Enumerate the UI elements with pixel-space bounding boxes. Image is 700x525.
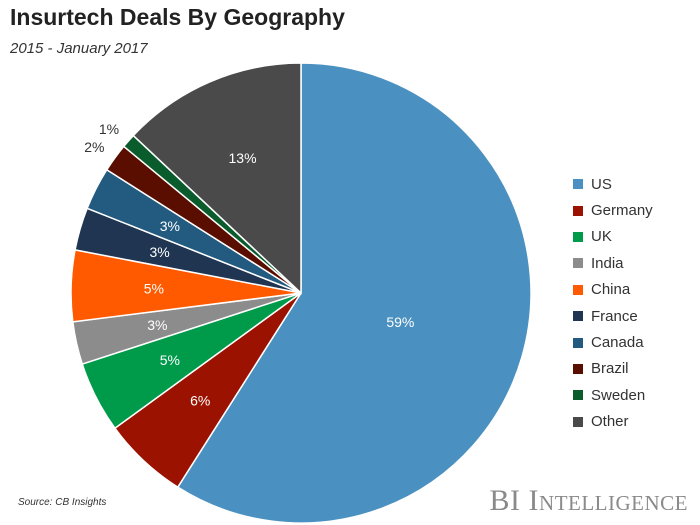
legend-swatch <box>573 205 583 216</box>
data-label-brazil: 2% <box>84 139 104 155</box>
legend-item-sweden: Sweden <box>573 382 653 408</box>
data-label-india: 3% <box>147 317 167 333</box>
legend-label: Brazil <box>591 360 629 378</box>
legend-item-china: China <box>573 277 653 303</box>
pie-slice-other <box>132 62 302 295</box>
legend-swatch <box>573 416 583 427</box>
legend-item-germany: Germany <box>573 197 653 223</box>
legend-swatch <box>573 311 583 322</box>
legend-item-us: US <box>573 171 653 197</box>
legend-item-other: Other <box>573 409 653 435</box>
legend-swatch <box>573 231 583 242</box>
pie-slice-us <box>176 62 532 524</box>
legend-label: Canada <box>591 334 644 352</box>
legend-item-canada: Canada <box>573 329 653 355</box>
legend-item-india: India <box>573 250 653 276</box>
data-label-sweden: 1% <box>99 121 119 137</box>
data-label-china: 5% <box>144 280 164 296</box>
data-label-us: 59% <box>386 314 414 330</box>
legend-item-france: France <box>573 303 653 329</box>
legend-label: Germany <box>591 202 653 220</box>
legend-label: UK <box>591 228 612 246</box>
data-label-germany: 6% <box>190 392 210 408</box>
legend-swatch <box>573 363 583 374</box>
brand-logo: BI Intelligence <box>489 484 688 517</box>
legend-swatch <box>573 284 583 295</box>
legend-label: France <box>591 307 638 325</box>
legend-label: India <box>591 254 624 272</box>
data-label-other: 13% <box>229 150 257 166</box>
legend-item-uk: UK <box>573 224 653 250</box>
legend-swatch <box>573 337 583 348</box>
legend-swatch <box>573 390 583 401</box>
source-note: Source: CB Insights <box>18 497 107 508</box>
data-label-france: 3% <box>150 244 170 260</box>
legend-label: China <box>591 281 631 299</box>
legend-label: Other <box>591 413 629 431</box>
chart-subtitle: 2015 - January 2017 <box>10 40 148 57</box>
chart-legend: US Germany UK India China France Canada Brazil S… <box>573 171 653 435</box>
legend-swatch <box>573 258 583 269</box>
legend-item-brazil: Brazil <box>573 356 653 382</box>
legend-label: US <box>591 175 612 193</box>
legend-swatch <box>573 179 583 190</box>
data-label-canada: 3% <box>160 218 180 234</box>
data-label-uk: 5% <box>160 352 180 368</box>
chart-title: Insurtech Deals By Geography <box>10 4 345 30</box>
legend-label: Sweden <box>591 386 646 404</box>
